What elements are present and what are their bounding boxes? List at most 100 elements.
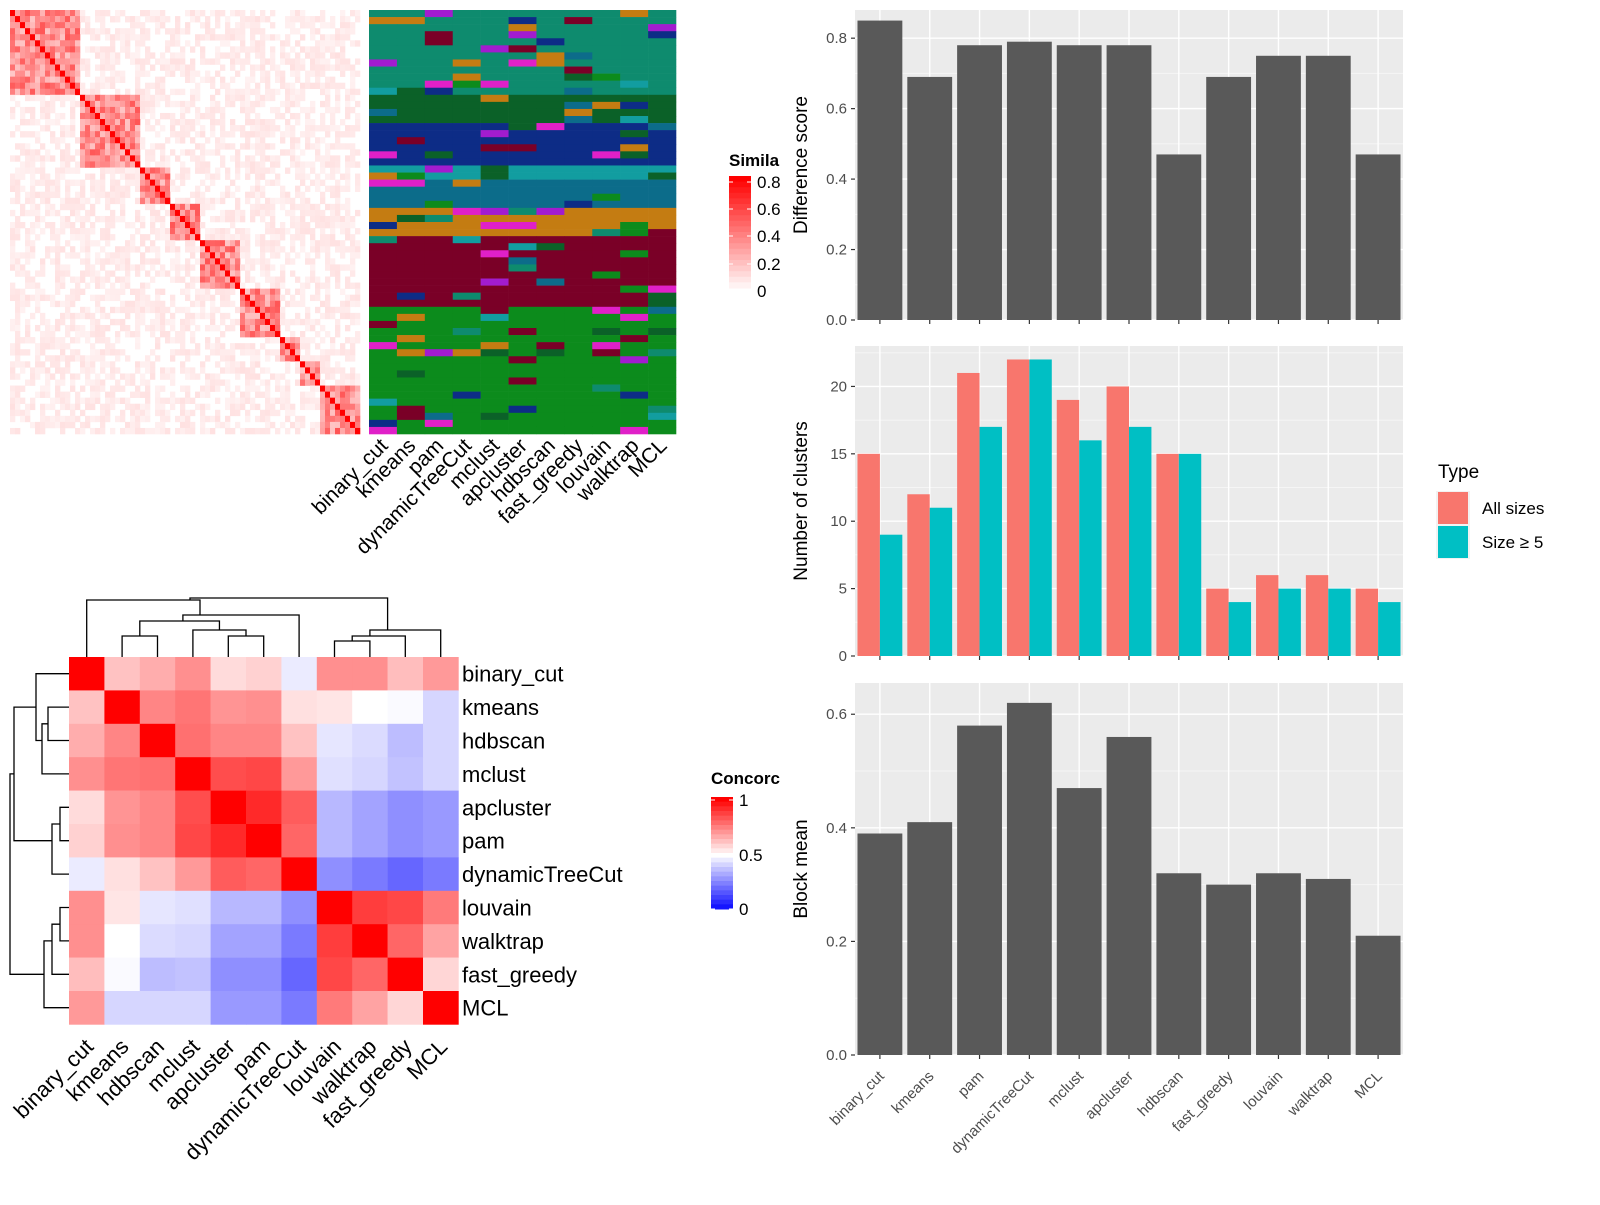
similarity-cell bbox=[155, 94, 161, 102]
cluster-cell bbox=[536, 377, 565, 385]
similarity-cell bbox=[80, 58, 86, 65]
cluster-cell bbox=[564, 108, 593, 117]
similarity-cell bbox=[230, 125, 236, 132]
similarity-cell bbox=[80, 106, 86, 114]
similarity-cell bbox=[150, 94, 156, 102]
similarity-cell bbox=[240, 10, 246, 17]
similarity-cell bbox=[30, 16, 36, 23]
cluster-cell bbox=[424, 356, 454, 364]
similarity-cell bbox=[170, 179, 176, 186]
similarity-cell bbox=[340, 427, 346, 435]
cluster-cell bbox=[452, 342, 481, 350]
similarity-cell bbox=[110, 161, 116, 168]
cluster-cell bbox=[480, 87, 509, 96]
cluster-cell bbox=[508, 80, 537, 89]
similarity-cell bbox=[150, 300, 156, 308]
cluster-cell bbox=[620, 405, 649, 414]
similarity-cell bbox=[175, 185, 181, 193]
similarity-cell bbox=[65, 324, 71, 332]
similarity-cell bbox=[105, 82, 111, 90]
similarity-cell bbox=[90, 82, 96, 90]
similarity-cell bbox=[165, 155, 171, 162]
similarity-cell bbox=[90, 397, 96, 405]
similarity-cell bbox=[180, 88, 186, 96]
cluster-cell bbox=[592, 236, 621, 244]
cluster-cell bbox=[480, 356, 509, 364]
similarity-cell bbox=[240, 331, 246, 338]
cluster-cell bbox=[480, 80, 509, 89]
similarity-cell bbox=[30, 197, 36, 205]
similarity-cell bbox=[120, 143, 126, 150]
similarity-cell bbox=[330, 349, 336, 356]
similarity-cell bbox=[245, 343, 251, 350]
similarity-cell bbox=[150, 373, 156, 380]
similarity-cell bbox=[190, 100, 196, 108]
cluster-cell bbox=[648, 151, 677, 159]
similarity-cell bbox=[145, 203, 151, 211]
similarity-cell bbox=[150, 349, 156, 356]
row-dendrogram-branch bbox=[9, 773, 44, 975]
similarity-cell bbox=[200, 191, 206, 199]
cluster-cell bbox=[508, 426, 537, 435]
similarity-cell bbox=[110, 222, 116, 229]
cluster-cell bbox=[592, 87, 621, 96]
concordance-cell bbox=[352, 957, 388, 992]
bar-all-sizes bbox=[857, 453, 880, 656]
similarity-cell bbox=[50, 28, 56, 35]
concordance-cell bbox=[387, 857, 424, 892]
similarity-cell bbox=[95, 385, 101, 392]
similarity-cell bbox=[255, 88, 261, 96]
similarity-cell bbox=[330, 427, 336, 435]
similarity-cell bbox=[80, 228, 86, 235]
cluster-cell bbox=[369, 306, 398, 315]
similarity-cell bbox=[220, 112, 226, 120]
similarity-cell bbox=[50, 88, 56, 96]
concordance-cell bbox=[210, 924, 247, 958]
similarity-cell bbox=[115, 385, 121, 392]
similarity-cell bbox=[330, 312, 336, 320]
bar-all-sizes bbox=[1206, 588, 1229, 656]
similarity-cell bbox=[25, 10, 31, 17]
similarity-cell bbox=[85, 143, 91, 150]
similarity-cell bbox=[105, 403, 111, 411]
similarity-cell bbox=[295, 276, 301, 283]
column-dendrogram-branch bbox=[189, 597, 389, 630]
similarity-cell bbox=[25, 258, 31, 265]
similarity-cell bbox=[115, 331, 121, 338]
similarity-cell bbox=[275, 179, 281, 186]
cluster-cell bbox=[620, 116, 649, 124]
similarity-cell bbox=[30, 82, 36, 90]
similarity-cell bbox=[295, 119, 301, 126]
cluster-cell bbox=[480, 257, 509, 265]
similarity-cell bbox=[315, 40, 321, 47]
similarity-cell bbox=[30, 228, 36, 235]
concordance-cell bbox=[246, 991, 282, 1025]
similarity-cell bbox=[135, 70, 141, 77]
similarity-cell bbox=[345, 264, 351, 271]
similarity-cell bbox=[215, 143, 221, 150]
concordance-row-label: MCL bbox=[462, 996, 508, 1021]
cluster-cell bbox=[592, 179, 621, 187]
similarity-cell bbox=[265, 155, 271, 162]
similarity-cell bbox=[165, 234, 171, 241]
similarity-cell bbox=[250, 106, 256, 114]
type-legend-label: Size ≥ 5 bbox=[1482, 533, 1543, 552]
cluster-cell bbox=[480, 52, 509, 60]
similarity-cell bbox=[70, 415, 76, 423]
cluster-cell bbox=[480, 299, 509, 308]
similarity-cell bbox=[170, 355, 176, 362]
similarity-cell bbox=[60, 52, 66, 59]
cluster-cell bbox=[396, 31, 426, 39]
similarity-cell bbox=[260, 131, 266, 138]
similarity-cell bbox=[180, 427, 186, 435]
similarity-cell bbox=[225, 379, 231, 386]
similarity-cell bbox=[180, 349, 186, 356]
similarity-cell bbox=[40, 349, 46, 356]
similarity-cell bbox=[80, 246, 86, 253]
similarity-cell bbox=[170, 403, 176, 411]
similarity-cell bbox=[125, 270, 131, 277]
similarity-cell bbox=[30, 379, 36, 386]
similarity-cell bbox=[285, 58, 291, 65]
similarity-cell bbox=[180, 46, 186, 53]
cluster-cell bbox=[508, 363, 537, 371]
